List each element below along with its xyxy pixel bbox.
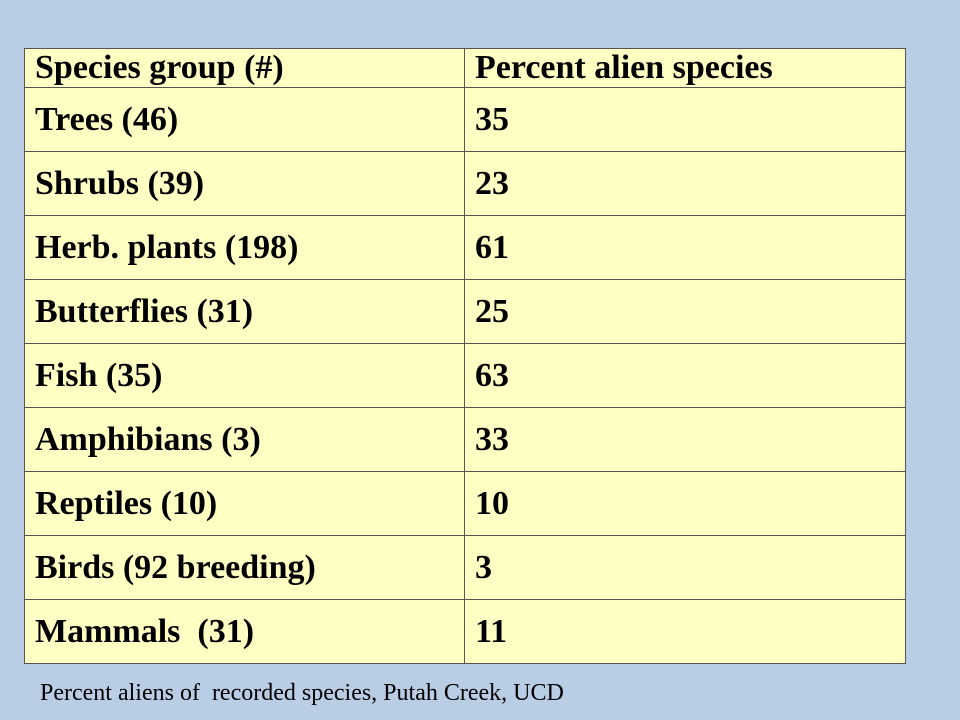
- table-cell: 11: [464, 599, 906, 664]
- table-cell: Herb. plants (198): [24, 215, 465, 280]
- table-cell: 25: [464, 279, 906, 344]
- table-row: Trees (46) 35: [24, 87, 906, 152]
- caption: Percent aliens of recorded species, Puta…: [40, 680, 564, 706]
- table-cell: 3: [464, 535, 906, 600]
- table-cell: 33: [464, 407, 906, 472]
- header-cell: Percent alien species: [464, 48, 906, 88]
- table-cell: Shrubs (39): [24, 151, 465, 216]
- table-row: Birds (92 breeding) 3: [24, 535, 906, 600]
- table-cell: 10: [464, 471, 906, 536]
- table-body: Trees (46) 35 Shrubs (39) 23 Herb. plants (1…: [24, 87, 906, 664]
- table-cell: Butterflies (31): [24, 279, 465, 344]
- table-cell: 23: [464, 151, 906, 216]
- header-row: Species group (#) Percent alien species: [24, 48, 906, 88]
- table-row: Reptiles (10) 10: [24, 471, 906, 536]
- table-cell: Amphibians (3): [24, 407, 465, 472]
- table-cell: 35: [464, 87, 906, 152]
- table-cell: 61: [464, 215, 906, 280]
- table-cell: 63: [464, 343, 906, 408]
- table-cell: Mammals (31): [24, 599, 465, 664]
- table-row: Shrubs (39) 23: [24, 151, 906, 216]
- data-table: Species group (#) Percent alien species …: [24, 48, 906, 664]
- header-cell: Species group (#): [24, 48, 465, 88]
- table-header: Species group (#) Percent alien species: [24, 48, 906, 88]
- table-row: Mammals (31) 11: [24, 599, 906, 664]
- table-row: Herb. plants (198) 61: [24, 215, 906, 280]
- table-cell: Trees (46): [24, 87, 465, 152]
- table-row: Amphibians (3) 33: [24, 407, 906, 472]
- table-row: Butterflies (31) 25: [24, 279, 906, 344]
- table-cell: Reptiles (10): [24, 471, 465, 536]
- table-cell: Birds (92 breeding): [24, 535, 465, 600]
- table-cell: Fish (35): [24, 343, 465, 408]
- table-row: Fish (35) 63: [24, 343, 906, 408]
